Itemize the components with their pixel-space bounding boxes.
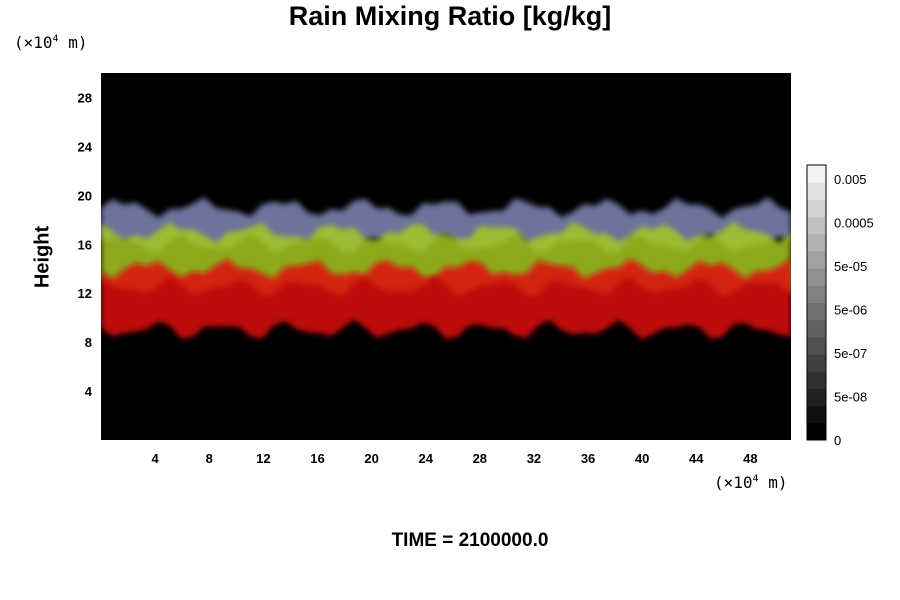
y-tick-label: 16: [78, 237, 92, 252]
x-tick-label: 32: [527, 451, 541, 466]
chart-title: Rain Mixing Ratio [kg/kg]: [288, 1, 612, 31]
colorbar-frame: [806, 164, 827, 441]
x-tick-label: 36: [581, 451, 595, 466]
x-tick-label: 20: [364, 451, 378, 466]
colorbar-swatch: [807, 354, 826, 372]
y-tick-label: 4: [85, 384, 93, 399]
x-tick-label: 40: [635, 451, 649, 466]
colorbar-swatch: [807, 165, 826, 183]
x-tick-label: 44: [689, 451, 704, 466]
y-tick-label: 20: [78, 188, 92, 203]
colorbar-swatch: [807, 302, 826, 321]
colorbar-swatch: [807, 216, 826, 235]
colorbar-swatch: [807, 250, 826, 269]
colorbar-swatch: [807, 422, 826, 441]
colorbar-tick-label: 0: [834, 433, 841, 448]
data-layers: [101, 197, 791, 340]
time-label: TIME = 2100000.0: [391, 530, 549, 551]
x-tick-label: 8: [206, 451, 213, 466]
colorbar-tick-label: 0.0005: [834, 216, 874, 231]
colorbar-tick-label: 5e-08: [834, 390, 867, 405]
x-axis-units: (×104 m): [714, 473, 788, 492]
y-tick-label: 28: [78, 90, 92, 105]
x-tick-label: 24: [418, 451, 433, 466]
y-axis-units: (×104 m): [14, 33, 88, 52]
colorbar: 0.005 0.0005 5e-05 5e-06 5e-07 5e-08 0: [806, 164, 874, 448]
y-tick-label: 8: [85, 335, 92, 350]
colorbar-tick-label: 0.005: [834, 172, 867, 187]
colorbar-swatch: [807, 388, 826, 407]
y-tick-label: 24: [78, 139, 93, 154]
y-axis-ticks: 4 8 12 16 20 24 28: [78, 90, 93, 399]
colorbar-swatch: [807, 233, 826, 252]
colorbar-tick-label: 5e-07: [834, 346, 867, 361]
x-tick-label: 4: [152, 451, 160, 466]
colorbar-swatch: [807, 371, 826, 389]
layer-lower: [101, 258, 791, 340]
x-tick-label: 28: [473, 451, 487, 466]
colorbar-swatch: [807, 268, 826, 286]
colorbar-swatch: [807, 182, 826, 200]
colorbar-swatch: [807, 405, 826, 424]
colorbar-tick-label: 5e-05: [834, 259, 867, 274]
y-tick-label: 12: [78, 286, 92, 301]
x-tick-label: 48: [743, 451, 757, 466]
colorbar-tick-label: 5e-06: [834, 303, 867, 318]
colorbar-swatch: [807, 336, 826, 355]
colorbar-swatch: [807, 285, 826, 303]
x-axis-ticks: 4 8 12 16 20 24 28 32 36 40 44 48: [152, 451, 758, 466]
colorbar-swatch: [807, 319, 826, 338]
x-tick-label: 16: [310, 451, 324, 466]
colorbar-swatch: [807, 199, 826, 218]
x-tick-label: 12: [256, 451, 270, 466]
